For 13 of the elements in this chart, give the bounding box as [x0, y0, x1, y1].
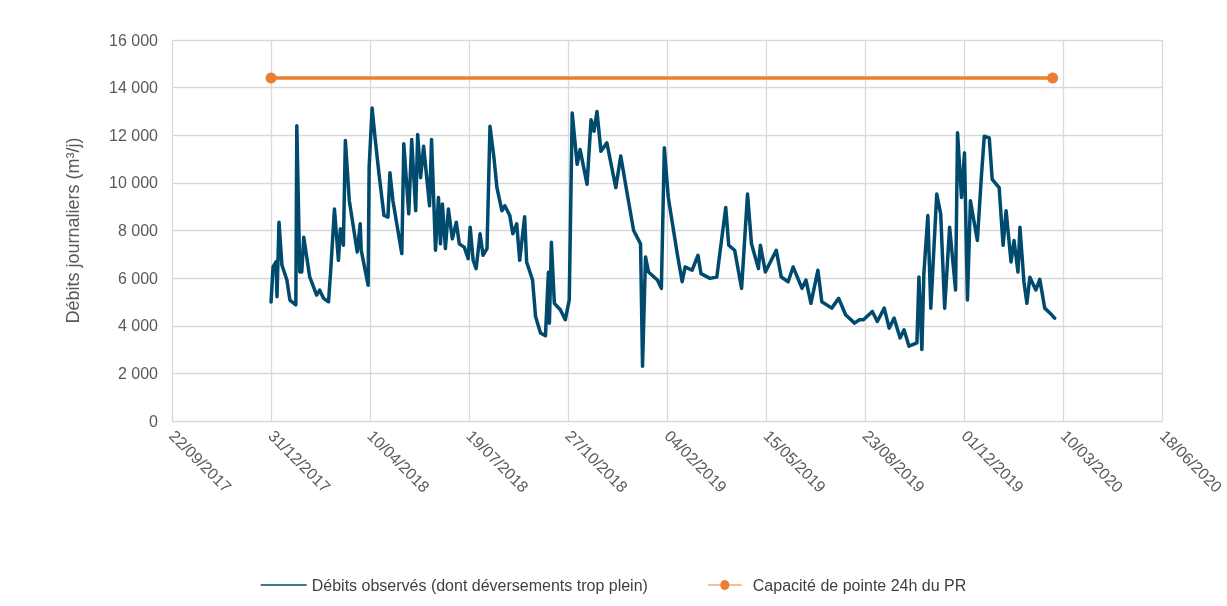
y-axis-title: Débits journaliers (m³/j)	[63, 137, 83, 324]
line-series	[269, 106, 1057, 368]
y-tick-label: 2 000	[117, 364, 159, 382]
y-tick-label: 0	[149, 412, 159, 430]
y-tick-label: 4 000	[117, 317, 159, 335]
legend-label: Capacité de pointe 24h du PR	[752, 576, 967, 594]
y-tick-label: 8 000	[117, 222, 159, 239]
y-tick-label: 6 000	[117, 269, 159, 287]
y-tick-label: 10 000	[109, 174, 159, 192]
y-tick-label: 12 000	[109, 126, 159, 144]
y-tick-label: 14 000	[109, 79, 159, 97]
y-tick-label: 16 000	[109, 31, 159, 49]
legend-label: Débits observés (dont déversements trop plein)	[311, 576, 648, 594]
